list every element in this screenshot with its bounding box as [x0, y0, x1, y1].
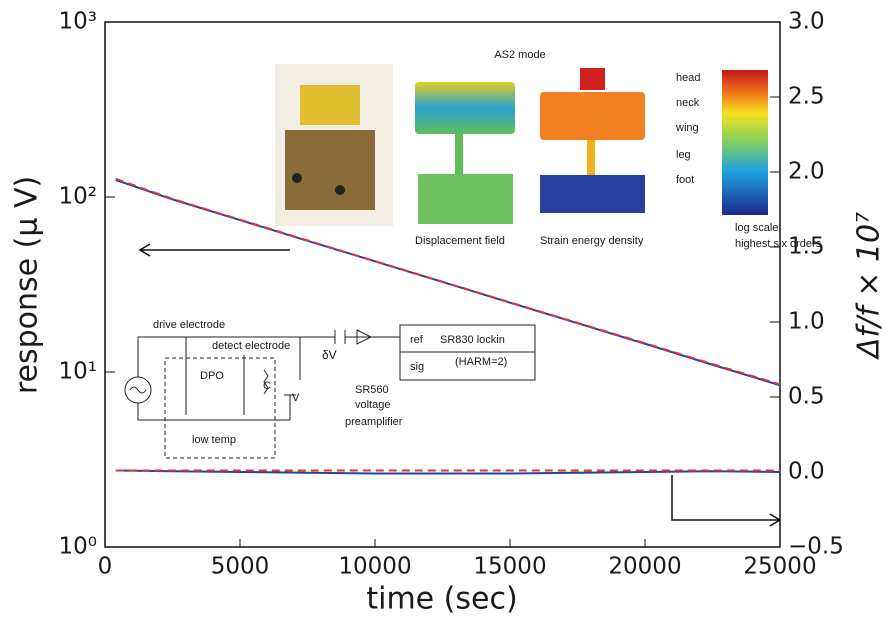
x-tick-label: 10000	[338, 554, 411, 580]
annotation: Displacement field	[415, 235, 505, 247]
displacement-shape	[415, 82, 515, 134]
annotation: neck	[676, 97, 700, 109]
y-tick-label: 10⁰	[59, 534, 98, 560]
y2-tick-label: 1.5	[788, 234, 825, 260]
y2-tick-label: −0.5	[788, 534, 844, 560]
arrow-right	[671, 475, 782, 527]
colorbar	[722, 70, 768, 215]
annotation: (HARM=2)	[455, 356, 507, 368]
circuit	[124, 324, 536, 459]
annotation: head	[676, 72, 700, 84]
y-tick-label: 10³	[59, 9, 98, 35]
annotation: Strain energy density	[540, 235, 644, 247]
inset-images	[124, 64, 782, 527]
series-line	[115, 177, 781, 386]
strain-shape	[540, 92, 645, 140]
annotation: low temp	[192, 434, 236, 446]
annotation: preamplifier	[345, 416, 403, 428]
plot-frame	[104, 21, 781, 548]
annotation: V	[292, 392, 300, 404]
series-line	[115, 469, 781, 475]
annotation: SR560	[355, 384, 389, 396]
annotation: ref	[410, 334, 424, 346]
x-tick-label: 5000	[211, 554, 270, 580]
annotation: sig	[410, 361, 424, 373]
annotation: C	[263, 380, 271, 392]
annotation: highest six orders	[735, 238, 822, 250]
x-axis-label: time (sec)	[366, 582, 517, 617]
annotation: detect electrode	[212, 340, 290, 352]
y-tick-label: 10²	[59, 184, 98, 210]
displacement-base	[418, 174, 513, 224]
x-tick-label: 0	[98, 554, 113, 580]
y2-tick-label: 1.0	[788, 309, 825, 335]
photo-dpo	[300, 85, 360, 125]
annotation: drive electrode	[153, 319, 225, 331]
y2-tick-label: 2.0	[788, 159, 825, 185]
x-tick-label: 15000	[473, 554, 546, 580]
annotation: SR830 lockin	[440, 334, 505, 346]
y2-tick-label: 0.0	[788, 459, 825, 485]
annotation: log scale,	[735, 222, 781, 234]
photo-block	[285, 130, 375, 210]
y2-tick-label: 3.0	[788, 9, 825, 35]
annotation: AS2 mode	[494, 49, 545, 61]
annotation: DPO	[200, 370, 224, 382]
arrow-left	[138, 243, 290, 257]
x-tick-label: 20000	[608, 554, 681, 580]
annotation: leg	[676, 149, 691, 161]
y2-tick-label: 2.5	[788, 84, 825, 110]
annotation: foot	[676, 174, 694, 186]
y2-axis-label: Δf/f × 10⁷	[852, 212, 887, 360]
x-tick-label: 25000	[743, 554, 816, 580]
y2-tick-label: 0.5	[788, 384, 825, 410]
strain-base	[540, 175, 645, 213]
annotation: voltage	[355, 399, 390, 411]
y-axis-label: response (μ V)	[10, 176, 45, 394]
annotation: δV	[322, 348, 337, 362]
y-tick-label: 10¹	[59, 359, 98, 385]
annotation: wing	[675, 122, 699, 134]
